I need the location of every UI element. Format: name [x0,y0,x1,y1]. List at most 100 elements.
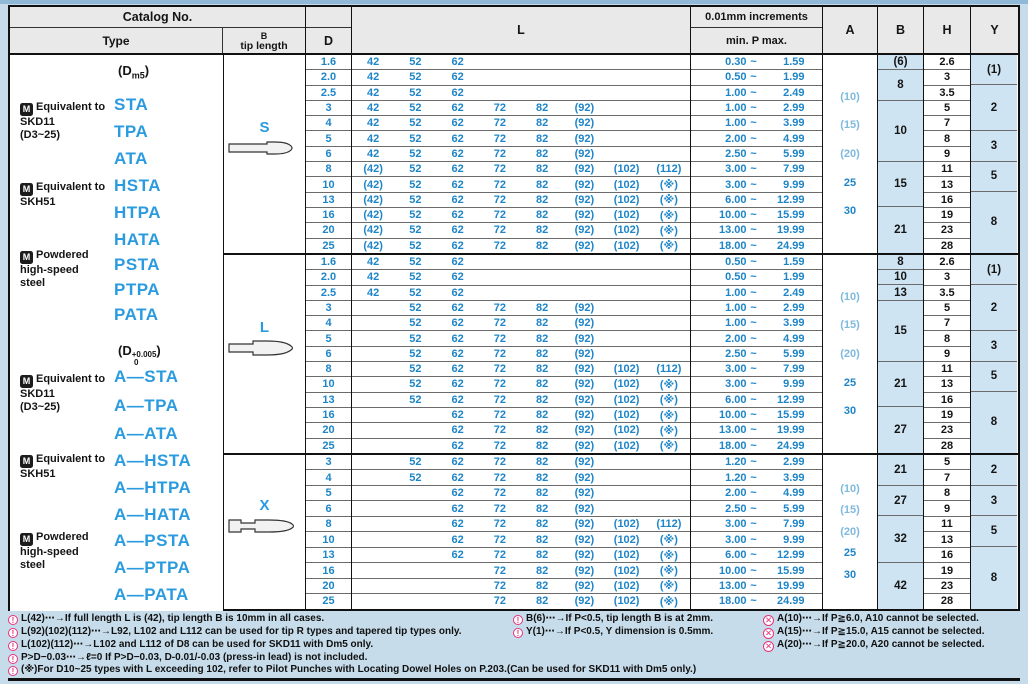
p-tilde-icon: ~ [750,286,757,299]
b-column: 8 10 13 15 21 27 [878,254,924,453]
h-value: 16 [924,193,970,208]
p-tilde-icon: ~ [750,193,757,206]
l-value: 52 [409,286,422,299]
tip-l-icon [227,340,293,357]
l-value: 62 [451,163,464,176]
header-d: D [323,33,334,48]
l-value: 42 [367,132,380,145]
l-value: 52 [409,147,422,160]
p-tilde-icon: ~ [750,132,757,145]
l-value: (※) [659,194,678,207]
p-max: 24.99 [776,439,805,452]
y-value: 2 [971,454,1017,486]
type-name-ahata: A—HATA [114,505,191,524]
l-value: (102) [613,579,640,592]
a-value: (15) [840,319,860,332]
p-range: 18.00 ~24.99 [691,239,822,253]
l-value: 82 [536,378,549,391]
footnote: ! L(42)⋯→If full length L is (42), tip le… [8,613,513,626]
l-value: (102) [613,564,640,577]
l-value: 62 [451,256,464,269]
l-value: (102) [613,439,640,452]
m-mark-icon: M [20,103,33,116]
p-range: 6.00 ~12.99 [691,393,822,408]
type-name-pata: PATA [114,305,159,324]
p-max: 19.99 [776,579,805,592]
d-value: 5 [306,131,351,147]
l-value: 52 [409,271,422,284]
d-value: 3 [306,101,351,117]
l-value: 72 [493,549,506,562]
l-value: 72 [493,239,506,252]
l-value: (42) [363,224,383,237]
d-value: 5 [306,331,351,347]
b-value: 15 [878,300,923,362]
l-value: 62 [451,271,464,284]
l-value: 82 [536,502,549,515]
footnote: ! (※)For D10~25 types with L exceeding 10… [8,664,1020,676]
header-catalog-no-group: Catalog No. Type B tip length [10,7,306,53]
page-top-strip [0,0,1028,4]
l-value: 52 [409,301,422,314]
material-note-line: M Powdered [20,249,120,264]
p-range: 1.00 ~2.99 [691,101,822,117]
l-value: (※) [659,179,678,192]
a-value: 30 [843,405,857,418]
l-value: 72 [493,378,506,391]
l-value: (92) [574,439,595,452]
h-value: 9 [924,347,970,363]
type-name-tpa: TPA [114,122,149,141]
l-value: 72 [493,178,506,191]
material-note-line: M Equivalent to [20,181,120,196]
l-value: (※) [659,424,678,437]
type-name-htpa: HTPA [114,203,162,222]
l-values-row: 72 82 (92) (102) (※) [352,563,690,579]
l-value: 42 [367,86,380,99]
l-value: 62 [451,193,464,206]
a-value: (10) [840,90,860,103]
p-tilde-icon: ~ [750,363,757,376]
d-column: 1.6 2.0 2.5 3 4 5 6 8 10 13 16 20 25 [306,254,352,453]
p-tilde-icon: ~ [750,71,757,84]
l-value: 72 [493,193,506,206]
l-value: (92) [574,378,595,391]
prohibited-icon: ✕ [763,641,774,652]
l-value: 72 [493,363,506,376]
h-value: 11 [924,162,970,178]
material-note-line: M Equivalent to [20,101,120,116]
b-value: 8 [878,254,923,271]
l-value: (102) [613,239,640,252]
l-value: 72 [493,518,506,531]
footnote: ! Y(1)⋯→If P<0.5, Y dimension is 0.5mm. [513,626,763,639]
l-value: 62 [451,102,464,115]
l-value: 52 [409,178,422,191]
l-value: 82 [536,163,549,176]
p-range-values: 18.00 ~24.99 [691,240,822,252]
p-range-values: 3.00 ~9.99 [691,534,822,546]
d-value: 10 [306,177,351,193]
type-name-ahtpa: A—HTPA [114,478,192,497]
a-value: 30 [843,568,857,581]
y-value: 3 [971,331,1017,362]
l-value: (92) [574,409,595,422]
h-value: 16 [924,393,970,408]
h-value: 9 [924,147,970,163]
tip-shape-s: S [227,119,303,162]
p-range: 3.00 ~9.99 [691,377,822,393]
l-value: 82 [536,317,549,330]
l-value: 72 [493,317,506,330]
l-value: 62 [451,393,464,406]
p-range-values: 0.50 ~1.59 [691,256,822,268]
p-range: 2.00 ~4.99 [691,331,822,347]
b-value: 8 [878,70,923,101]
l-value: (102) [613,533,640,546]
b-column: 21 27 32 42 [878,454,924,609]
material-note-line: SKH51 [20,196,56,208]
h-value: 9 [924,501,970,517]
p-max: 7.99 [783,163,805,176]
a-values: (10) (15) (20) 25 30 [840,291,860,418]
b-value: 32 [878,516,923,563]
l-value: (92) [574,518,595,531]
p-tilde-icon: ~ [750,332,757,345]
